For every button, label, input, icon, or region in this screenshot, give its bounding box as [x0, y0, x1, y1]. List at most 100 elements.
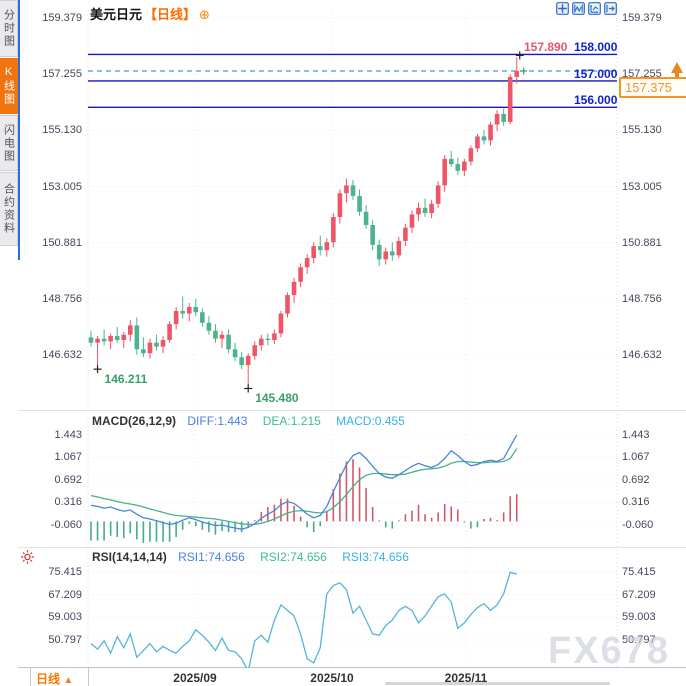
bottom-cell-border — [88, 668, 89, 686]
candle-body — [134, 325, 140, 350]
period-tag: 【日线】 — [144, 7, 197, 22]
macd-hist-value: MACD:0.455 — [336, 414, 405, 428]
x-axis-date-label: 2025/09 — [173, 671, 217, 685]
macd-axis-label-right: 0.316 — [622, 496, 650, 509]
rsi-axis-label-left: 75.415 — [48, 566, 82, 578]
macd-diff-line — [90, 434, 518, 530]
bottom-cell-border — [30, 668, 31, 686]
current-price-tag: 157.375 — [619, 77, 686, 98]
rsi-axis-label-right: 50.797 — [622, 633, 656, 646]
period-label: 日线 — [36, 672, 61, 686]
price-level-label: 156.000 — [574, 93, 618, 108]
candle-body — [481, 136, 487, 141]
chart-toolbar — [556, 2, 617, 15]
rsi1-value: RSI1:74.656 — [178, 550, 245, 564]
period-selector-button[interactable]: 日线 ▲ — [36, 670, 73, 686]
macd-dea-value: DEA:1.215 — [262, 414, 321, 428]
price-alert-arrow-icon[interactable] — [671, 62, 683, 73]
price-axis-label-right: 148.756 — [622, 292, 662, 305]
macd-dea-line — [90, 448, 518, 526]
sidebar-tab-3[interactable]: 闪电图 — [0, 115, 18, 171]
symbol-name: 美元日元 — [90, 7, 143, 22]
candle-body — [376, 244, 382, 260]
macd-title[interactable]: MACD(26,12,9) — [92, 414, 177, 428]
rsi-line — [90, 571, 517, 674]
candle-body — [141, 349, 146, 354]
candle-body — [514, 70, 520, 77]
rsi-axis-label-right: 75.415 — [622, 566, 656, 578]
candle-body — [475, 136, 480, 149]
session-high-label: 157.890 — [524, 40, 568, 55]
candle-body — [114, 336, 120, 341]
candle-body — [173, 310, 179, 325]
sidebar-tab-1[interactable]: 分时图 — [0, 0, 18, 57]
macd-diff-value: DIFF:1.443 — [187, 414, 248, 428]
x-axis-date-label: 2025/10 — [310, 671, 354, 685]
candle-body — [95, 338, 100, 343]
price-level-label: 157.000 — [574, 66, 618, 81]
candle-body — [462, 161, 467, 171]
candle-body — [403, 227, 408, 241]
candle-body — [337, 193, 343, 218]
candle-body — [154, 342, 159, 347]
rsi-axis-label-left: 59.003 — [48, 611, 82, 624]
candle-body — [200, 312, 205, 323]
rsi-header: RSI(14,14,14) RSI1:74.656 RSI2:74.656 RS… — [92, 550, 409, 564]
candle-body — [272, 333, 277, 341]
candle-body — [186, 306, 192, 314]
rsi-title[interactable]: RSI(14,14,14) — [92, 550, 167, 564]
export-icon[interactable] — [604, 2, 617, 15]
macd-axis-label-right: 1.067 — [622, 451, 650, 464]
price-axis-label-left: 150.881 — [42, 236, 82, 249]
candle-body — [357, 195, 362, 212]
candle-body — [239, 357, 244, 366]
horizontal-scrollbar[interactable] — [385, 682, 610, 685]
macd-axis-label-right: 0.692 — [622, 473, 650, 486]
candle-body — [206, 322, 212, 331]
macd-axis-label-left: -0.060 — [50, 518, 82, 531]
macd-axis-label-left: 0.692 — [54, 473, 82, 486]
indicator-settings-icon[interactable] — [20, 549, 35, 565]
macd-header: MACD(26,12,9) DIFF:1.443 DEA:1.215 MACD:… — [92, 414, 405, 428]
macd-axis-label-left: 0.316 — [54, 496, 82, 509]
candle-body — [494, 113, 500, 125]
candle-body — [324, 242, 330, 251]
price-axis-label-left: 153.005 — [42, 180, 82, 193]
candle-body — [416, 207, 421, 215]
candle-body — [435, 185, 441, 204]
sidebar-tab-4[interactable]: 合约资料 — [0, 172, 18, 246]
price-level-label: 158.000 — [574, 40, 618, 55]
candle-body — [147, 342, 153, 354]
price-alert-arrow-stem — [675, 72, 679, 77]
sidebar-tab-2[interactable]: K线图 — [0, 58, 18, 114]
bottom-bar: 日线 ▲ 2025/09 2025/10 2025/11 — [0, 668, 686, 686]
candle-body — [317, 246, 323, 251]
candle-body — [88, 337, 94, 343]
candle-body — [180, 310, 185, 314]
candle-body — [311, 246, 316, 259]
add-compare-icon[interactable]: ⊕ — [199, 7, 210, 22]
candle-body — [259, 338, 264, 346]
crosshair-icon[interactable] — [556, 2, 569, 15]
candle-body — [160, 340, 166, 347]
price-axis-label-right: 150.881 — [622, 236, 662, 249]
candle-body — [501, 113, 506, 122]
candle-body — [429, 203, 434, 214]
candle-body — [422, 207, 428, 214]
candle-body — [363, 211, 369, 225]
candle-body — [331, 217, 336, 243]
axis-scale-icon[interactable] — [588, 2, 601, 15]
rsi2-value: RSI2:74.656 — [260, 550, 327, 564]
candle-body — [409, 214, 415, 228]
sidebar-accent-line — [18, 0, 20, 260]
macd-axis-label-left: 1.067 — [54, 451, 82, 464]
chart-type-sidebar: 分时图 K线图 闪电图 合约资料 — [0, 0, 18, 247]
rsi-axis-label-left: 50.797 — [48, 633, 82, 646]
candle-body — [219, 334, 225, 339]
candle-body — [252, 345, 258, 356]
chart-title: 美元日元 【日线】 ⊕ — [90, 4, 210, 23]
price-axis-label-right: 153.005 — [622, 180, 662, 193]
candle-body — [121, 334, 127, 341]
time-range-icon[interactable] — [572, 2, 585, 15]
candle-body — [291, 281, 297, 296]
